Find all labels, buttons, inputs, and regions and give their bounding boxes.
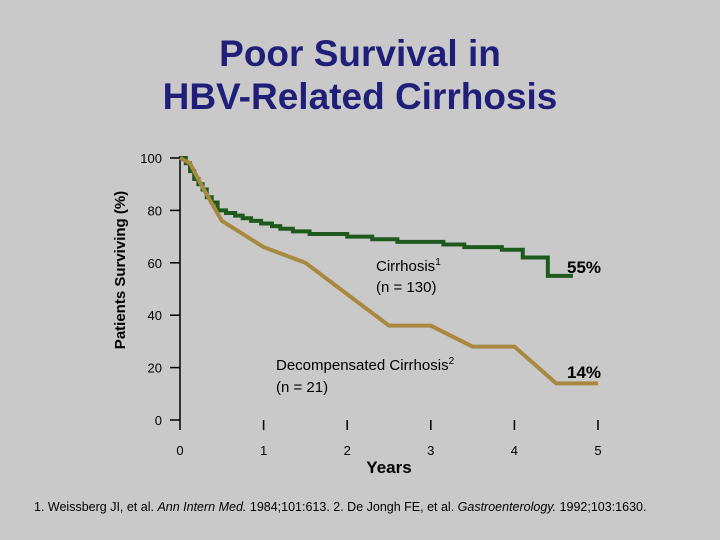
x-tick-label-4: 4 bbox=[511, 443, 518, 458]
y-tick-label-3: 60 bbox=[148, 256, 162, 271]
x-tick-label-2: 2 bbox=[344, 443, 351, 458]
x-axis-title: Years bbox=[366, 458, 411, 477]
series-n-label-decompensated: (n = 21) bbox=[276, 379, 328, 396]
slide-title-line-2: HBV-Related Cirrhosis bbox=[162, 76, 558, 117]
ref1-journal: Ann Intern Med. bbox=[157, 500, 247, 514]
ref2-authors: 2. De Jongh FE, et al. bbox=[333, 500, 458, 514]
x-tick-label-3: 3 bbox=[427, 443, 434, 458]
slide-title-line-1: Poor Survival in bbox=[219, 33, 501, 74]
series-label-decompensated: Decompensated Cirrhosis2 bbox=[276, 356, 455, 374]
ref2-details: 1992;103:1630. bbox=[556, 500, 647, 514]
references-footnote: 1. Weissberg JI, et al. Ann Intern Med. … bbox=[34, 499, 684, 516]
series-label-cirrhosis: Cirrhosis1 bbox=[376, 257, 441, 275]
y-tick-label-1: 20 bbox=[148, 361, 162, 376]
x-tick-label-1: 1 bbox=[260, 443, 267, 458]
y-tick-label-2: 40 bbox=[148, 308, 162, 323]
ref1-details: 1984;101:613. bbox=[246, 500, 334, 514]
chart-labels: Cirrhosis1 (n = 130) 55% Decompensated Cirr… bbox=[276, 257, 601, 396]
y-tick-label-5: 100 bbox=[140, 151, 162, 166]
series-line-decompensated bbox=[179, 156, 598, 386]
y-tick-label-4: 80 bbox=[148, 203, 162, 218]
y-tick-label-0: 0 bbox=[155, 413, 162, 428]
series-n-label-cirrhosis: (n = 130) bbox=[376, 279, 436, 296]
ref1-authors: 1. Weissberg JI, et al. bbox=[34, 500, 158, 514]
y-axis-title: Patients Surviving (%) bbox=[112, 191, 129, 349]
x-tick-label-0: 0 bbox=[176, 443, 183, 458]
chart-series bbox=[179, 156, 598, 386]
series-end-value-decompensated: 14% bbox=[567, 363, 601, 382]
ref2-journal: Gastroenterology. bbox=[457, 500, 557, 514]
series-label-superscript-cirrhosis: 1 bbox=[435, 257, 441, 268]
series-end-value-cirrhosis: 55% bbox=[567, 258, 601, 277]
series-label-superscript-decompensated: 2 bbox=[449, 356, 455, 367]
x-tick-label-5: 5 bbox=[594, 443, 601, 458]
chart-axes: 0 20 40 60 80 100 Patients Surviving (%) 0 1 2 3 4 5… bbox=[112, 151, 602, 477]
